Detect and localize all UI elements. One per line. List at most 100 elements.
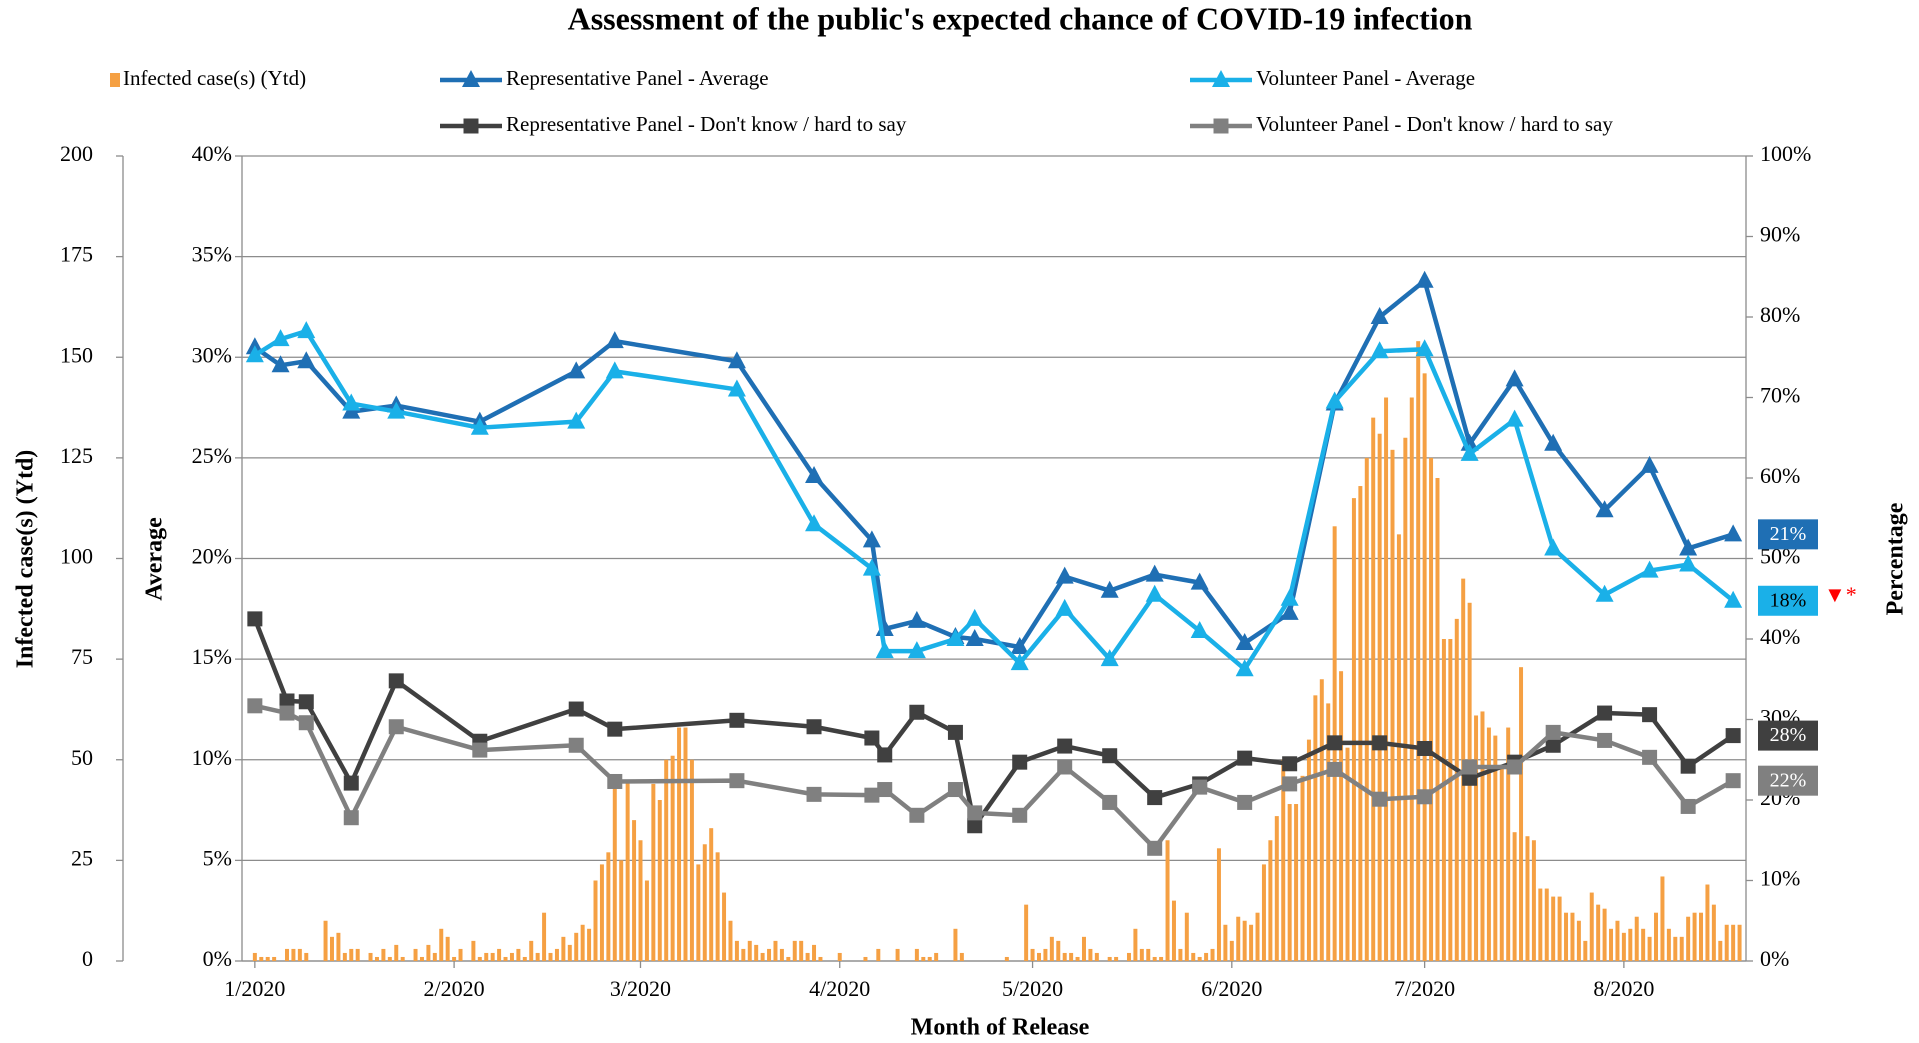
series-line bbox=[254, 703, 1735, 851]
point-marker bbox=[1145, 564, 1164, 582]
bar bbox=[1319, 679, 1324, 961]
bar bbox=[754, 944, 759, 961]
bar bbox=[1261, 864, 1266, 961]
legend-marker bbox=[1212, 70, 1230, 87]
point-marker bbox=[1597, 705, 1613, 721]
bar bbox=[587, 928, 592, 961]
point-marker bbox=[1505, 409, 1524, 427]
bar bbox=[1287, 804, 1292, 961]
bar bbox=[490, 952, 495, 961]
point-marker bbox=[1190, 620, 1209, 638]
bar bbox=[812, 944, 817, 961]
y-axis-title: Infected case(s) (Ytd) bbox=[13, 450, 39, 669]
bar bbox=[741, 948, 746, 961]
point-marker bbox=[1544, 538, 1563, 556]
bar bbox=[1454, 618, 1459, 961]
bar bbox=[1294, 804, 1299, 961]
point-marker bbox=[297, 351, 316, 369]
point-marker bbox=[271, 355, 290, 373]
legend-item: Volunteer Panel - Don't know / hard to s… bbox=[1190, 112, 1613, 136]
point-marker bbox=[1192, 779, 1208, 795]
bar bbox=[1281, 759, 1286, 961]
bar bbox=[1441, 639, 1446, 961]
bar bbox=[657, 800, 662, 961]
point-marker bbox=[1237, 794, 1253, 810]
bar bbox=[1094, 952, 1099, 961]
point-marker bbox=[1507, 759, 1523, 775]
point-marker bbox=[1010, 653, 1029, 671]
legend-marker bbox=[462, 70, 480, 87]
legend-marker bbox=[463, 118, 479, 134]
bar bbox=[1429, 457, 1434, 961]
bar bbox=[554, 948, 559, 961]
bar bbox=[1030, 948, 1035, 961]
point-marker bbox=[271, 329, 290, 347]
bar bbox=[1506, 727, 1511, 961]
bar bbox=[1229, 940, 1234, 961]
point-marker bbox=[342, 393, 361, 411]
bar bbox=[683, 727, 688, 961]
point-marker bbox=[1724, 590, 1743, 608]
point-marker bbox=[965, 629, 984, 646]
point-marker bbox=[1679, 554, 1698, 572]
bar bbox=[644, 880, 649, 961]
end-label-box bbox=[1758, 585, 1818, 616]
point-marker bbox=[862, 530, 881, 548]
bar bbox=[1512, 832, 1517, 961]
bar bbox=[1139, 948, 1144, 961]
point-marker bbox=[1640, 455, 1659, 473]
bar bbox=[1062, 952, 1067, 961]
bar bbox=[1474, 715, 1479, 961]
bar bbox=[619, 860, 624, 961]
bar bbox=[953, 928, 958, 961]
point-marker bbox=[1012, 807, 1028, 823]
bar bbox=[773, 940, 778, 961]
point-marker bbox=[805, 514, 824, 532]
point-marker bbox=[806, 719, 822, 735]
bar bbox=[805, 952, 810, 961]
x-axis-title: Month of Release bbox=[911, 1015, 1090, 1041]
point-marker bbox=[1235, 633, 1254, 651]
end-label-box bbox=[1758, 519, 1818, 550]
point-marker bbox=[472, 742, 488, 758]
point-marker bbox=[1505, 369, 1524, 387]
point-marker bbox=[806, 786, 822, 802]
bar bbox=[914, 948, 919, 961]
y2-tick-label: 10% bbox=[192, 745, 232, 770]
point-marker bbox=[1372, 791, 1388, 807]
point-marker bbox=[298, 694, 314, 710]
bar bbox=[548, 952, 553, 961]
bar bbox=[1043, 948, 1048, 961]
point-marker bbox=[907, 641, 926, 659]
point-marker bbox=[297, 321, 316, 339]
y2-axis-title: Average bbox=[142, 517, 168, 601]
bar bbox=[1306, 739, 1311, 961]
point-marker bbox=[245, 345, 264, 363]
bar bbox=[1686, 916, 1691, 961]
point-marker bbox=[907, 610, 926, 628]
bar bbox=[1191, 952, 1196, 961]
legend-marker bbox=[1213, 118, 1229, 134]
bar bbox=[1705, 884, 1710, 961]
bar bbox=[1531, 840, 1536, 961]
bar bbox=[1133, 928, 1138, 961]
point-marker bbox=[1642, 707, 1658, 723]
point-marker bbox=[605, 331, 624, 349]
bar bbox=[1088, 948, 1093, 961]
x-tick-label: 3/2020 bbox=[610, 976, 671, 1001]
point-marker bbox=[1415, 339, 1434, 357]
bar bbox=[1036, 952, 1041, 961]
bar bbox=[1692, 912, 1697, 961]
point-marker bbox=[247, 611, 263, 627]
bar bbox=[1544, 888, 1549, 961]
bar bbox=[1596, 904, 1601, 961]
point-marker bbox=[1679, 538, 1698, 556]
bar bbox=[522, 956, 527, 961]
bar bbox=[651, 783, 656, 961]
end-label-box bbox=[1758, 765, 1818, 796]
bar bbox=[387, 956, 392, 961]
bar bbox=[1422, 373, 1427, 962]
point-marker bbox=[387, 401, 406, 419]
bar bbox=[580, 924, 585, 961]
